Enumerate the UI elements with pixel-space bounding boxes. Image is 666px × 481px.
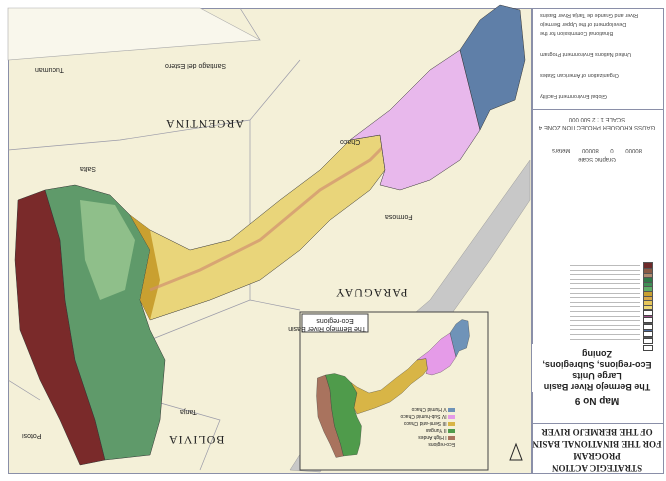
- scale-tick: 0: [610, 147, 614, 153]
- legend-item-line: [570, 324, 640, 326]
- legend-line-symbol: [643, 310, 653, 316]
- inset-legend-item: I High Andes: [395, 433, 455, 440]
- inset-legend-item: III Semi-arid Chaco: [395, 419, 455, 426]
- map-title-line: Eco-regions, Subregions,: [542, 360, 652, 370]
- legend-item-line: [570, 269, 640, 271]
- map-title-line: The Bermejo River Basin: [543, 382, 651, 392]
- label-tarija: Tarija: [180, 408, 197, 415]
- organizations-section: [533, 9, 663, 110]
- legend-item-line: [570, 265, 640, 266]
- province-borders: [7, 7, 301, 471]
- map-title: The Bermejo River Basin Large Units Eco-re…: [532, 344, 662, 392]
- label-paraguay: PARAGUAY: [335, 286, 408, 300]
- org-gef: Global Environment Facility: [540, 93, 607, 99]
- label-formosa: Formosa: [385, 213, 413, 220]
- inset-subtitle: Eco-regions: [316, 317, 354, 324]
- scale-unit: Meters: [552, 147, 571, 153]
- legend-item-line: [570, 292, 640, 294]
- legend-item-line: [570, 315, 640, 317]
- inset-title-box: [301, 313, 369, 333]
- legend-item-line: [570, 320, 640, 322]
- legend-panel: [532, 8, 664, 474]
- legend-item-line: [570, 297, 640, 299]
- zone-yungas-light: [80, 200, 135, 300]
- legend-item-line: [570, 274, 640, 276]
- label-tucuman: Tucuman: [35, 66, 64, 73]
- legend-item-line: [570, 278, 640, 280]
- scale-tick: 80000: [582, 147, 599, 153]
- label-santiago-del-estero: Santiago del Estero: [165, 62, 227, 69]
- inset-title: The Bermejo River Basin Eco-regions: [288, 316, 366, 332]
- inset-legend-header: Eco-regions: [428, 441, 455, 447]
- program-title-line: STRATEGIC ACTION PROGRAM: [551, 451, 643, 473]
- label-potosi: Potosi: [22, 432, 42, 439]
- label-argentina: ARGENTINA: [165, 117, 244, 131]
- org-oas: Organization of American States: [540, 72, 619, 78]
- org-binational: Binational Commission for the Developmen…: [540, 12, 639, 36]
- inset-legend-item: V Humid Chaco: [395, 405, 455, 412]
- inset-legend-item: IV Sub-humid Chaco: [395, 412, 455, 419]
- zone-humid-chaco: [459, 4, 526, 131]
- organizations-list: Global Environment Facility Organization…: [540, 10, 640, 100]
- inset-legend-item: II Yungas: [395, 426, 455, 433]
- projection-text: GAUSS KRUGUER PROJECTION ZONE 4: [538, 124, 656, 130]
- map-title-line: Large Units: [572, 371, 622, 381]
- legend-item-line: [570, 306, 640, 308]
- program-title-line: OF THE BERMEJO RIVER: [541, 427, 653, 437]
- legend-line-symbol: [643, 331, 653, 337]
- graphic-scale-label: Graphic Scale: [578, 156, 616, 162]
- legend-item-line: [570, 301, 640, 303]
- scale-ticks: 80000 0 80000 Meters: [552, 147, 642, 153]
- legend-line-symbol: [643, 317, 653, 323]
- inset-legend: Eco-regions I High Andes II Yungas III S…: [395, 405, 455, 447]
- scale-text: SCALE 1 : 2 500 000: [568, 116, 626, 122]
- scale-tick: 80000: [625, 147, 642, 153]
- legend-item-line: [570, 334, 640, 335]
- zone-transitional-chaco: [349, 49, 481, 191]
- bermejo-basin: [14, 4, 526, 466]
- org-unep: United Nations Environment Program: [540, 51, 632, 57]
- inset-basin: [316, 319, 470, 458]
- program-title: STRATEGIC ACTION PROGRAM FOR THE BINATIO…: [532, 426, 662, 474]
- label-salta: Salta: [80, 165, 96, 172]
- legend-item-line: [570, 329, 640, 331]
- zone-yungas: [44, 184, 166, 461]
- label-bolivia: BOLIVIA: [168, 433, 225, 447]
- legend-item-line: [570, 288, 640, 289]
- legend-line-symbol: [643, 338, 653, 344]
- legend-swatch: [643, 262, 653, 269]
- zone-semiarid-orange: [130, 215, 160, 320]
- legend-item-line: [570, 338, 640, 340]
- neighbour-region: [7, 7, 262, 61]
- legend-item-line: [570, 283, 640, 285]
- label-chaco: Chaco: [340, 138, 361, 145]
- map-number-section: [533, 389, 663, 424]
- map-number: Map No 9: [574, 395, 620, 406]
- legend-line-symbol: [643, 324, 653, 330]
- legend-item-line: [570, 311, 640, 312]
- inset-title-text: The Bermejo River Basin: [288, 325, 366, 332]
- legend-line-symbol: [643, 345, 653, 351]
- north-arrow-icon: [509, 442, 523, 461]
- program-title-line: FOR THE BINATIONAL BASIN: [532, 439, 662, 449]
